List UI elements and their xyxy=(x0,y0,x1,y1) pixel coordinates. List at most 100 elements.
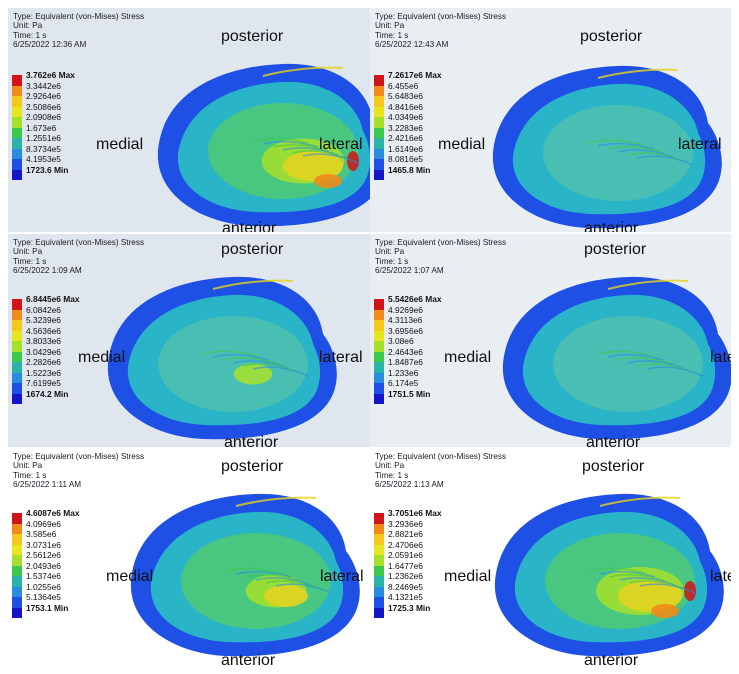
legend-value: 1.673e6 xyxy=(26,122,57,133)
legend-swatch xyxy=(374,127,384,138)
bone-model-render[interactable] xyxy=(370,8,731,232)
legend-swatch xyxy=(12,148,22,159)
legend-value: 1.0255e6 xyxy=(26,581,61,592)
legend-color-bar xyxy=(12,299,22,404)
legend-swatch xyxy=(374,351,384,362)
legend-value: 2.2826e6 xyxy=(26,357,61,367)
legend-swatch xyxy=(12,320,22,331)
label-lateral: lateral xyxy=(710,349,731,366)
legend-value: 4.8416e6 xyxy=(388,101,423,112)
legend-swatch xyxy=(12,534,22,545)
legend-color-bar xyxy=(374,513,384,618)
legend-value: 2.4643e6 xyxy=(388,346,423,357)
info-unit: Unit: Pa xyxy=(13,247,43,257)
legend-value: 1.6149e6 xyxy=(388,143,423,154)
bone-model-render[interactable] xyxy=(370,448,731,666)
legend-color-bar xyxy=(374,299,384,404)
legend-swatch xyxy=(374,299,384,310)
label-anterior: anterior xyxy=(584,652,639,666)
legend-value: 1.2362e6 xyxy=(388,571,423,581)
legend-swatch xyxy=(12,362,22,373)
legend-swatch xyxy=(12,565,22,576)
info-type: Type: Equivalent (von-Mises) Stress xyxy=(375,452,507,461)
info-type: Type: Equivalent (von-Mises) Stress xyxy=(375,12,507,21)
legend-swatch xyxy=(12,393,22,404)
legend-swatch xyxy=(374,106,384,117)
label-posterior: posterior xyxy=(221,241,284,258)
info-unit: Unit: Pa xyxy=(13,461,43,471)
result-panel-2: Type: Equivalent (von-Mises) Stress Unit:… xyxy=(370,8,731,232)
legend-swatch xyxy=(374,341,384,352)
legend-swatch xyxy=(12,169,22,180)
label-medial: medial xyxy=(438,136,486,153)
legend-value: 3.08e6 xyxy=(388,336,414,346)
legend-swatch xyxy=(12,85,22,96)
info-time: Time: 1 s xyxy=(13,256,47,266)
legend-value: 4.1321e5 xyxy=(388,592,423,602)
bone-model-render[interactable] xyxy=(8,448,370,666)
info-time: Time: 1 s xyxy=(375,256,409,266)
legend-swatch xyxy=(374,597,384,608)
legend-swatch xyxy=(12,96,22,107)
legend-value: 1.6477e6 xyxy=(388,560,423,571)
info-time: Time: 1 s xyxy=(375,30,409,40)
legend-value: 4.1953e5 xyxy=(26,154,61,164)
legend-color-bar xyxy=(12,513,22,618)
legend-value: 4.0969e6 xyxy=(26,518,61,529)
legend-swatch xyxy=(374,117,384,128)
bone-model-render[interactable] xyxy=(8,8,370,232)
legend-swatch xyxy=(374,383,384,394)
info-unit: Unit: Pa xyxy=(375,247,405,257)
legend-value: 3.6956e6 xyxy=(388,325,423,336)
label-posterior: posterior xyxy=(580,28,643,45)
label-medial: medial xyxy=(96,136,144,153)
legend-value: 4.9269e6 xyxy=(388,304,423,315)
info-type: Type: Equivalent (von-Mises) Stress xyxy=(13,238,145,247)
label-lateral: lateral xyxy=(320,568,364,585)
legend-value: 1.2551e6 xyxy=(26,133,61,143)
legend-swatch xyxy=(12,299,22,310)
legend-value: 2.5086e6 xyxy=(26,101,61,112)
legend-value: 2.5612e6 xyxy=(26,550,61,560)
info-date: 6/25/2022 1:07 AM xyxy=(375,266,444,276)
legend-max: 7.2617e6 Max xyxy=(388,70,442,80)
legend-swatch xyxy=(12,75,22,86)
info-date: 6/25/2022 1:11 AM xyxy=(13,480,82,490)
label-medial: medial xyxy=(444,568,492,585)
info-date: 6/25/2022 12:43 AM xyxy=(375,40,449,50)
legend-value: 3.2936e6 xyxy=(388,518,423,529)
legend-min: 1465.8 Min xyxy=(388,164,431,175)
legend-value: 2.0493e6 xyxy=(26,560,61,571)
legend-swatch xyxy=(374,576,384,587)
legend-min: 1674.2 Min xyxy=(26,388,69,399)
legend-max: 5.5426e6 Max xyxy=(388,294,442,304)
legend-value: 2.8821e6 xyxy=(388,529,423,539)
legend-value: 2.4216e6 xyxy=(388,133,423,143)
legend-value: 3.8033e6 xyxy=(26,336,61,346)
legend-swatch xyxy=(374,309,384,320)
legend-swatch xyxy=(12,330,22,341)
legend-swatch xyxy=(374,523,384,534)
label-lateral: lateral xyxy=(678,136,722,153)
result-panel-4: Type: Equivalent (von-Mises) Stress Unit:… xyxy=(370,234,731,447)
result-panel-5: Type: Equivalent (von-Mises) Stress Unit:… xyxy=(8,448,370,666)
result-panel-1: Type: Equivalent (von-Mises) Stress Unit:… xyxy=(8,8,370,232)
legend-value: 1.5374e6 xyxy=(26,571,61,581)
legend-max: 3.762e6 Max xyxy=(26,70,75,80)
legend-swatch xyxy=(12,127,22,138)
legend-swatch xyxy=(374,565,384,576)
legend-value: 3.2283e6 xyxy=(388,122,423,133)
legend-swatch xyxy=(374,85,384,96)
label-anterior: anterior xyxy=(584,220,639,232)
label-lateral: lateral xyxy=(319,349,363,366)
result-panel-3: Type: Equivalent (von-Mises) Stress Unit:… xyxy=(8,234,370,447)
info-unit: Unit: Pa xyxy=(375,21,405,31)
bone-model-render[interactable] xyxy=(370,234,731,447)
bone-model-render[interactable] xyxy=(8,234,370,447)
info-unit: Unit: Pa xyxy=(375,461,405,471)
info-date: 6/25/2022 1:09 AM xyxy=(13,266,82,276)
legend-value: 4.3113e6 xyxy=(388,315,423,325)
legend-value: 8.3734e5 xyxy=(26,143,61,154)
legend-swatch xyxy=(12,309,22,320)
legend-value: 3.585e6 xyxy=(26,529,57,539)
